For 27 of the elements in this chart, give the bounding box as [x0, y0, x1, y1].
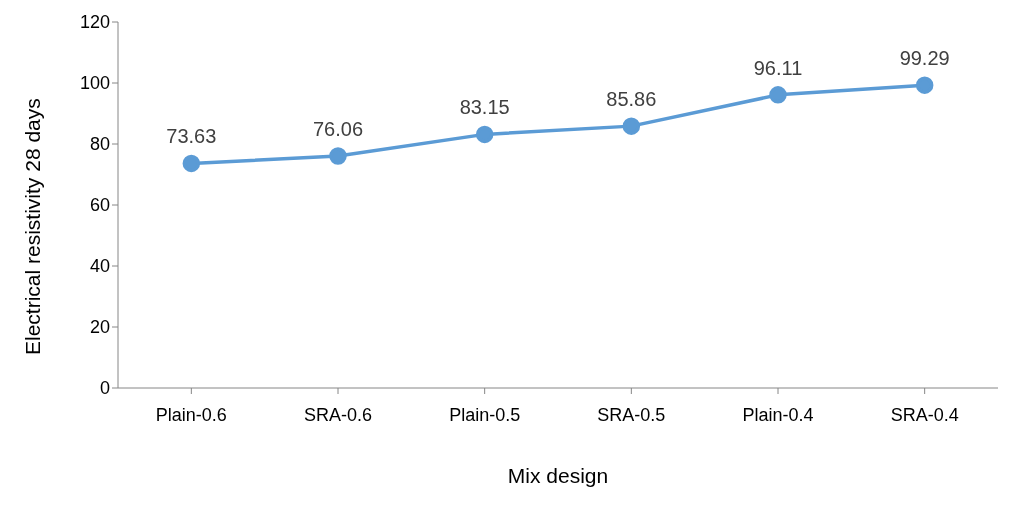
data-label: 85.86	[606, 88, 657, 111]
y-tick-label: 60	[89, 195, 110, 216]
data-label: 73.63	[166, 125, 217, 148]
y-tick-label: 100	[79, 73, 110, 94]
data-label: 76.06	[312, 118, 364, 141]
data-label: 96.11	[753, 56, 803, 79]
y-tick-label: 40	[89, 256, 110, 277]
data-label: 83.15	[459, 96, 510, 119]
point	[475, 125, 494, 144]
point	[769, 86, 787, 104]
y-tick-label: 80	[89, 134, 110, 155]
point	[622, 117, 641, 135]
x-tick-label: Plain-0.4	[742, 404, 814, 425]
y-tick-label: 20	[89, 317, 110, 338]
point	[329, 147, 347, 165]
x-tick-label: SRA-0.6	[303, 404, 373, 425]
y-axis-title: Electrical resistivity 28 days	[21, 98, 45, 355]
y-tick-label: 0	[99, 378, 110, 399]
x-tick-label: SRA-0.5	[597, 404, 666, 425]
point	[182, 154, 201, 173]
x-axis-title: Mix design	[507, 464, 609, 487]
x-tick-label: SRA-0.4	[890, 404, 959, 425]
x-tick-label: Plain-0.6	[155, 404, 227, 425]
data-label: 99.29	[899, 47, 950, 70]
x-tick-label: Plain-0.5	[449, 404, 521, 425]
y-tick-label: 120	[79, 12, 110, 33]
point	[915, 76, 934, 94]
